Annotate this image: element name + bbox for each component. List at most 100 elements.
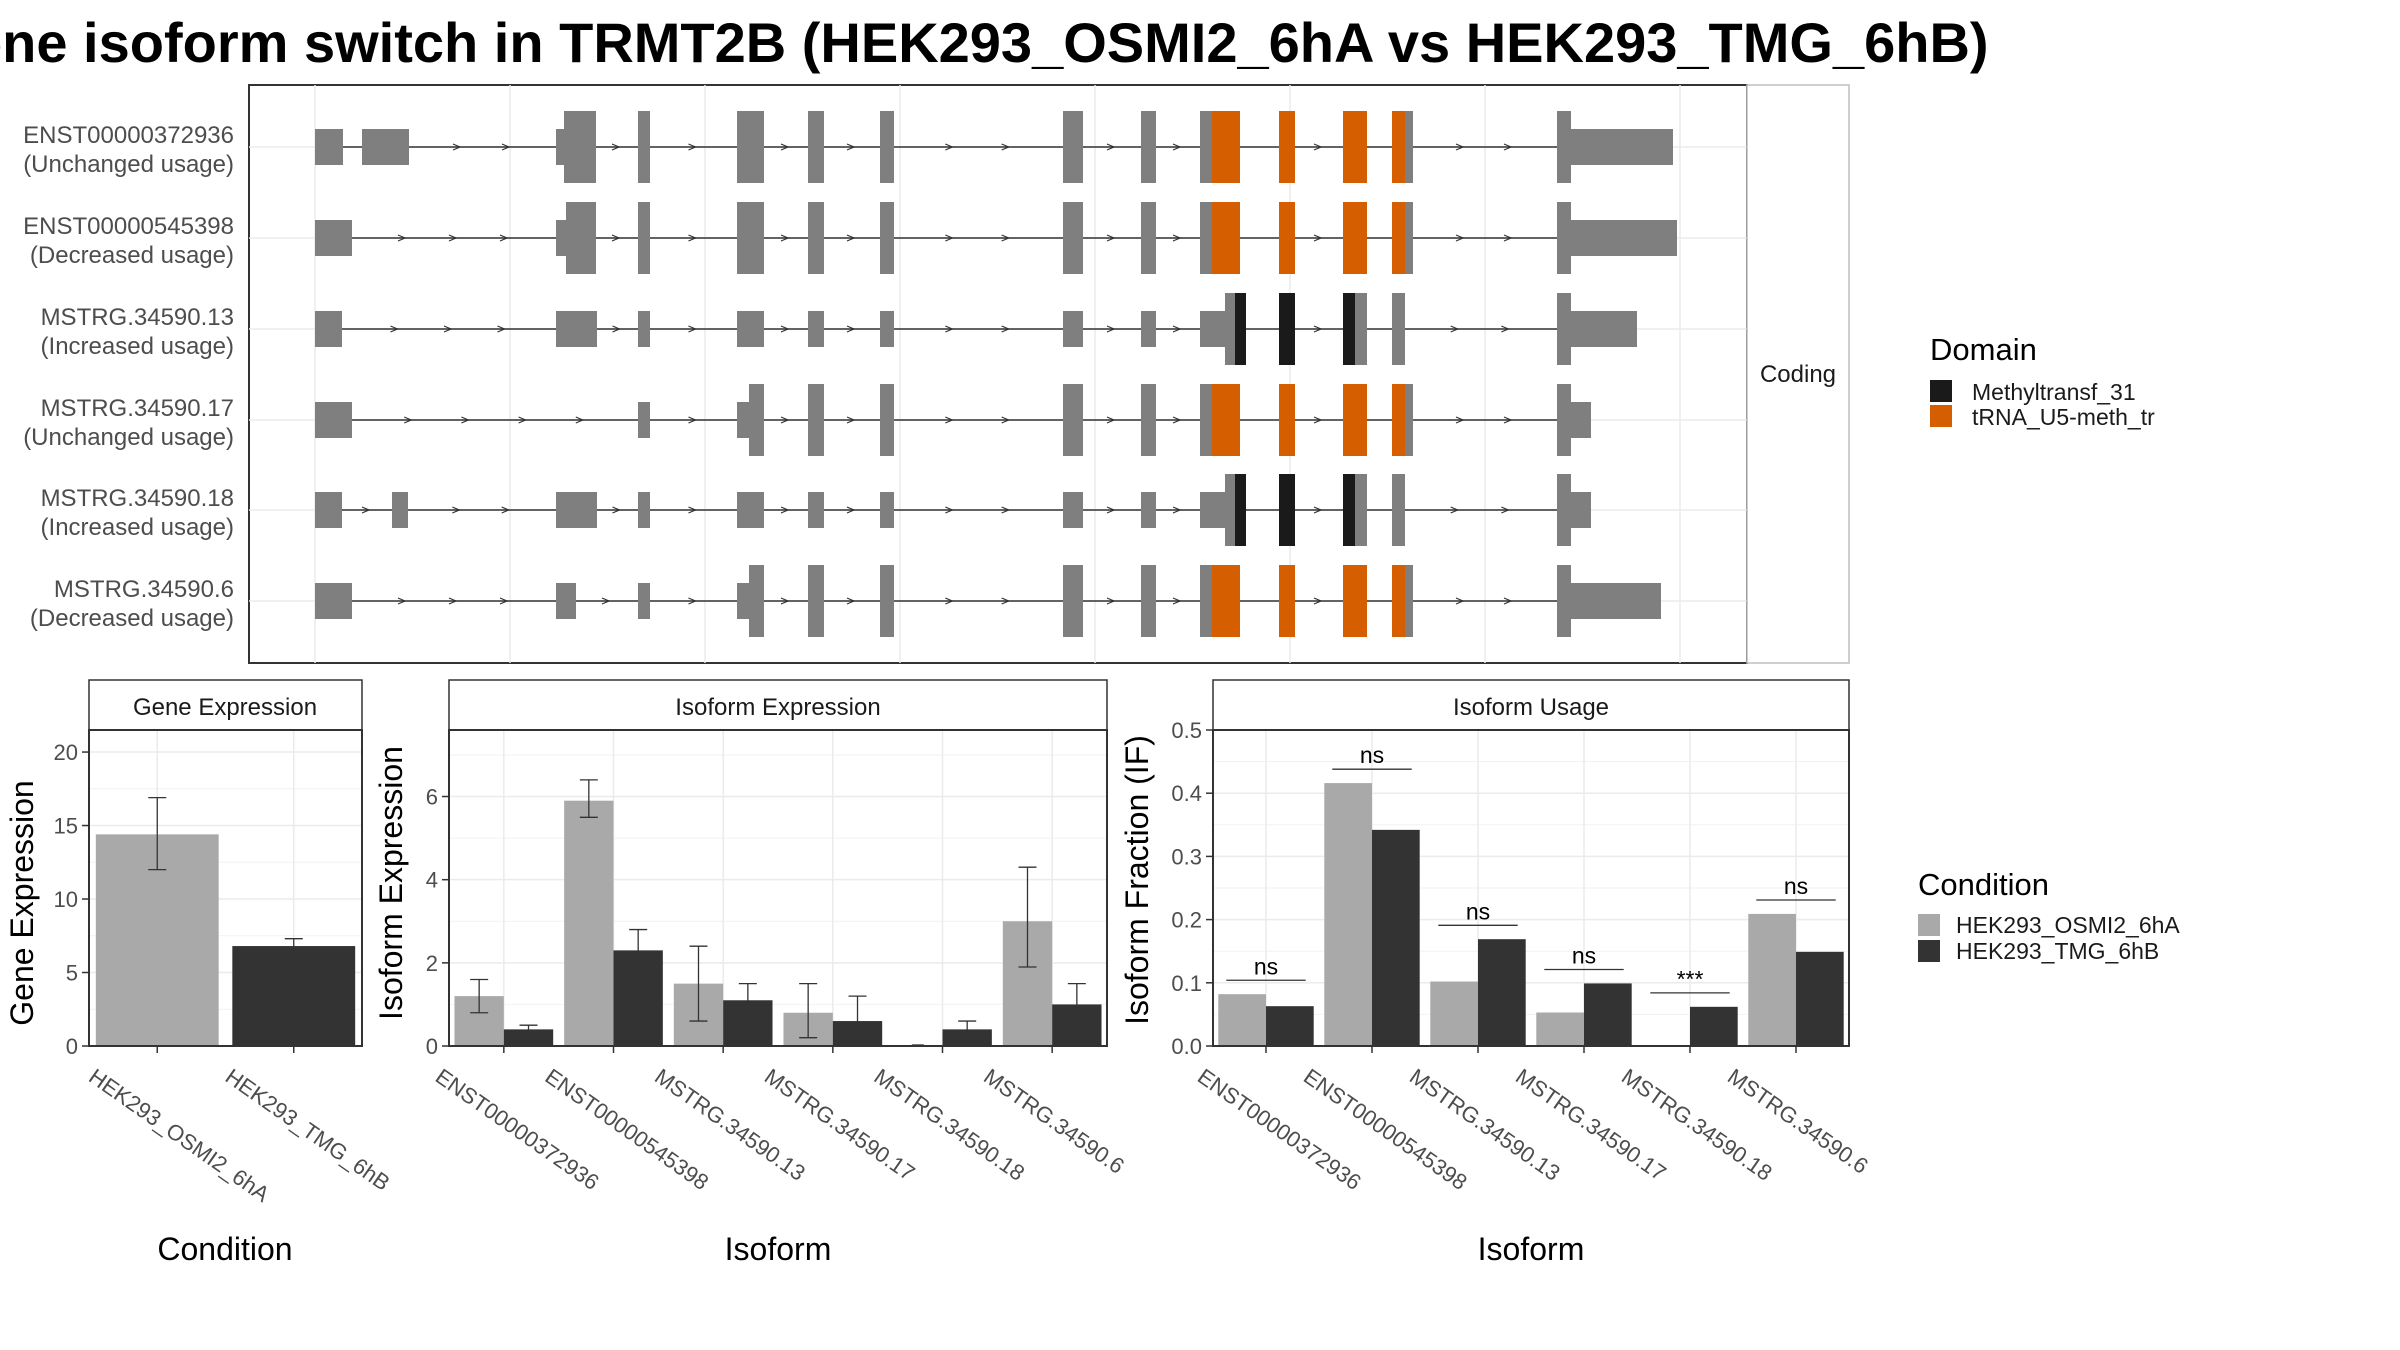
isoform-usage-label: (Increased usage) <box>41 514 234 541</box>
isoform-usage-label: (Decreased usage) <box>30 242 234 269</box>
exon-block <box>1279 474 1295 546</box>
strand-arrow <box>575 416 585 424</box>
exon-block <box>1571 129 1673 165</box>
significance-label: ns <box>1466 898 1490 924</box>
plot-frame <box>88 729 363 1047</box>
bar <box>1324 783 1372 1046</box>
exon-block <box>638 311 650 347</box>
bar <box>1266 1006 1314 1046</box>
strand-arrow <box>1501 325 1510 333</box>
bar <box>503 1029 554 1046</box>
strand-arrow <box>780 234 790 242</box>
exon-block <box>638 492 650 528</box>
bar <box>564 800 614 1046</box>
isoform-usage-label: (Unchanged usage) <box>23 424 234 451</box>
strand-arrow <box>1455 143 1465 151</box>
exon-block <box>737 202 764 274</box>
coding-strip-label: Coding <box>1760 361 1836 388</box>
exon-block <box>1063 111 1083 183</box>
isoform-expression-strip <box>448 679 1108 731</box>
strand-arrow <box>1450 325 1460 333</box>
exon-block <box>638 202 650 274</box>
exon-block <box>880 202 894 274</box>
exon-block <box>1343 565 1367 637</box>
exon-block <box>1343 293 1355 365</box>
strand-arrow <box>497 325 507 333</box>
exon-block <box>749 384 764 456</box>
exon-block <box>808 492 824 528</box>
condition-b-legend-label: HEK293_TMG_6hB <box>1956 938 2159 964</box>
strand-arrow <box>1106 325 1116 333</box>
exon-block <box>1200 202 1212 274</box>
exon-block <box>1279 293 1295 365</box>
bar <box>232 946 356 1046</box>
exon-block <box>1571 402 1591 438</box>
exon-block <box>1063 492 1083 528</box>
strand-arrow <box>452 506 461 514</box>
y-tick-label: 4 <box>426 868 438 893</box>
significance-label: ns <box>1254 953 1278 979</box>
exon-block <box>1225 474 1235 546</box>
bar <box>1796 951 1844 1046</box>
exon-block <box>556 129 564 165</box>
strand-arrow <box>688 597 698 605</box>
strand-arrow <box>1001 597 1011 605</box>
strand-arrow <box>780 416 790 424</box>
exon-block <box>1557 565 1571 637</box>
significance-label: *** <box>1677 966 1704 992</box>
strand-arrow <box>611 234 621 242</box>
exon-block <box>1279 384 1295 456</box>
strand-arrow <box>403 416 413 424</box>
condition-a-key <box>1918 914 1940 936</box>
strand-arrow <box>1172 143 1182 151</box>
strand-arrow <box>1172 234 1182 242</box>
isoform-expression-y-title: Isoform Expression <box>373 746 409 1020</box>
exon-block <box>1141 565 1156 637</box>
strand-arrow <box>1172 325 1182 333</box>
exon-block <box>1557 474 1571 546</box>
strand-arrow <box>448 597 458 605</box>
strand-arrow <box>499 234 509 242</box>
strand-arrow <box>688 143 698 151</box>
strand-arrow <box>612 325 622 333</box>
strand-arrow <box>499 597 509 605</box>
exon-block <box>1200 111 1212 183</box>
strand-arrow <box>390 325 400 333</box>
exon-block <box>1279 565 1295 637</box>
exon-block <box>1063 202 1083 274</box>
exon-block <box>808 311 824 347</box>
isoform-expression-plot: 0246ENST00000372936ENST00000545398MSTRG.… <box>426 729 1129 1195</box>
plot-frame <box>448 729 1108 1047</box>
exon-block <box>737 311 764 347</box>
exon-block <box>1392 202 1405 274</box>
exon-block <box>564 111 596 183</box>
exon-block <box>362 129 409 165</box>
strand-arrow <box>846 143 856 151</box>
exon-block <box>1355 474 1367 546</box>
y-tick-label: 0 <box>426 1034 438 1059</box>
isoform-id-label: MSTRG.34590.6 <box>54 576 234 603</box>
isoform-usage-x-title: Isoform <box>1478 1231 1585 1267</box>
isoform-expression-panel: Isoform Expression 0246ENST00000372936EN… <box>373 679 1129 1267</box>
strand-arrow <box>1313 597 1323 605</box>
exon-block <box>1557 111 1571 183</box>
exon-block <box>1200 565 1212 637</box>
exon-block <box>1279 202 1295 274</box>
condition-legend-title: Condition <box>1918 867 2049 902</box>
gene-expression-y-title: Gene Expression <box>4 780 40 1025</box>
strand-arrow <box>846 416 856 424</box>
exon-block <box>1212 202 1240 274</box>
strand-arrow <box>448 234 458 242</box>
exon-block <box>1200 384 1212 456</box>
exon-block <box>315 129 343 165</box>
exon-block <box>880 565 894 637</box>
exon-block <box>315 402 352 438</box>
exon-block <box>1571 311 1637 347</box>
plot-frame <box>1212 729 1850 1047</box>
exon-block <box>315 311 342 347</box>
exon-block <box>1571 583 1661 619</box>
strand-arrow <box>1313 325 1323 333</box>
condition-legend: Condition HEK293_OSMI2_6hA HEK293_TMG_6h… <box>1918 867 2180 964</box>
